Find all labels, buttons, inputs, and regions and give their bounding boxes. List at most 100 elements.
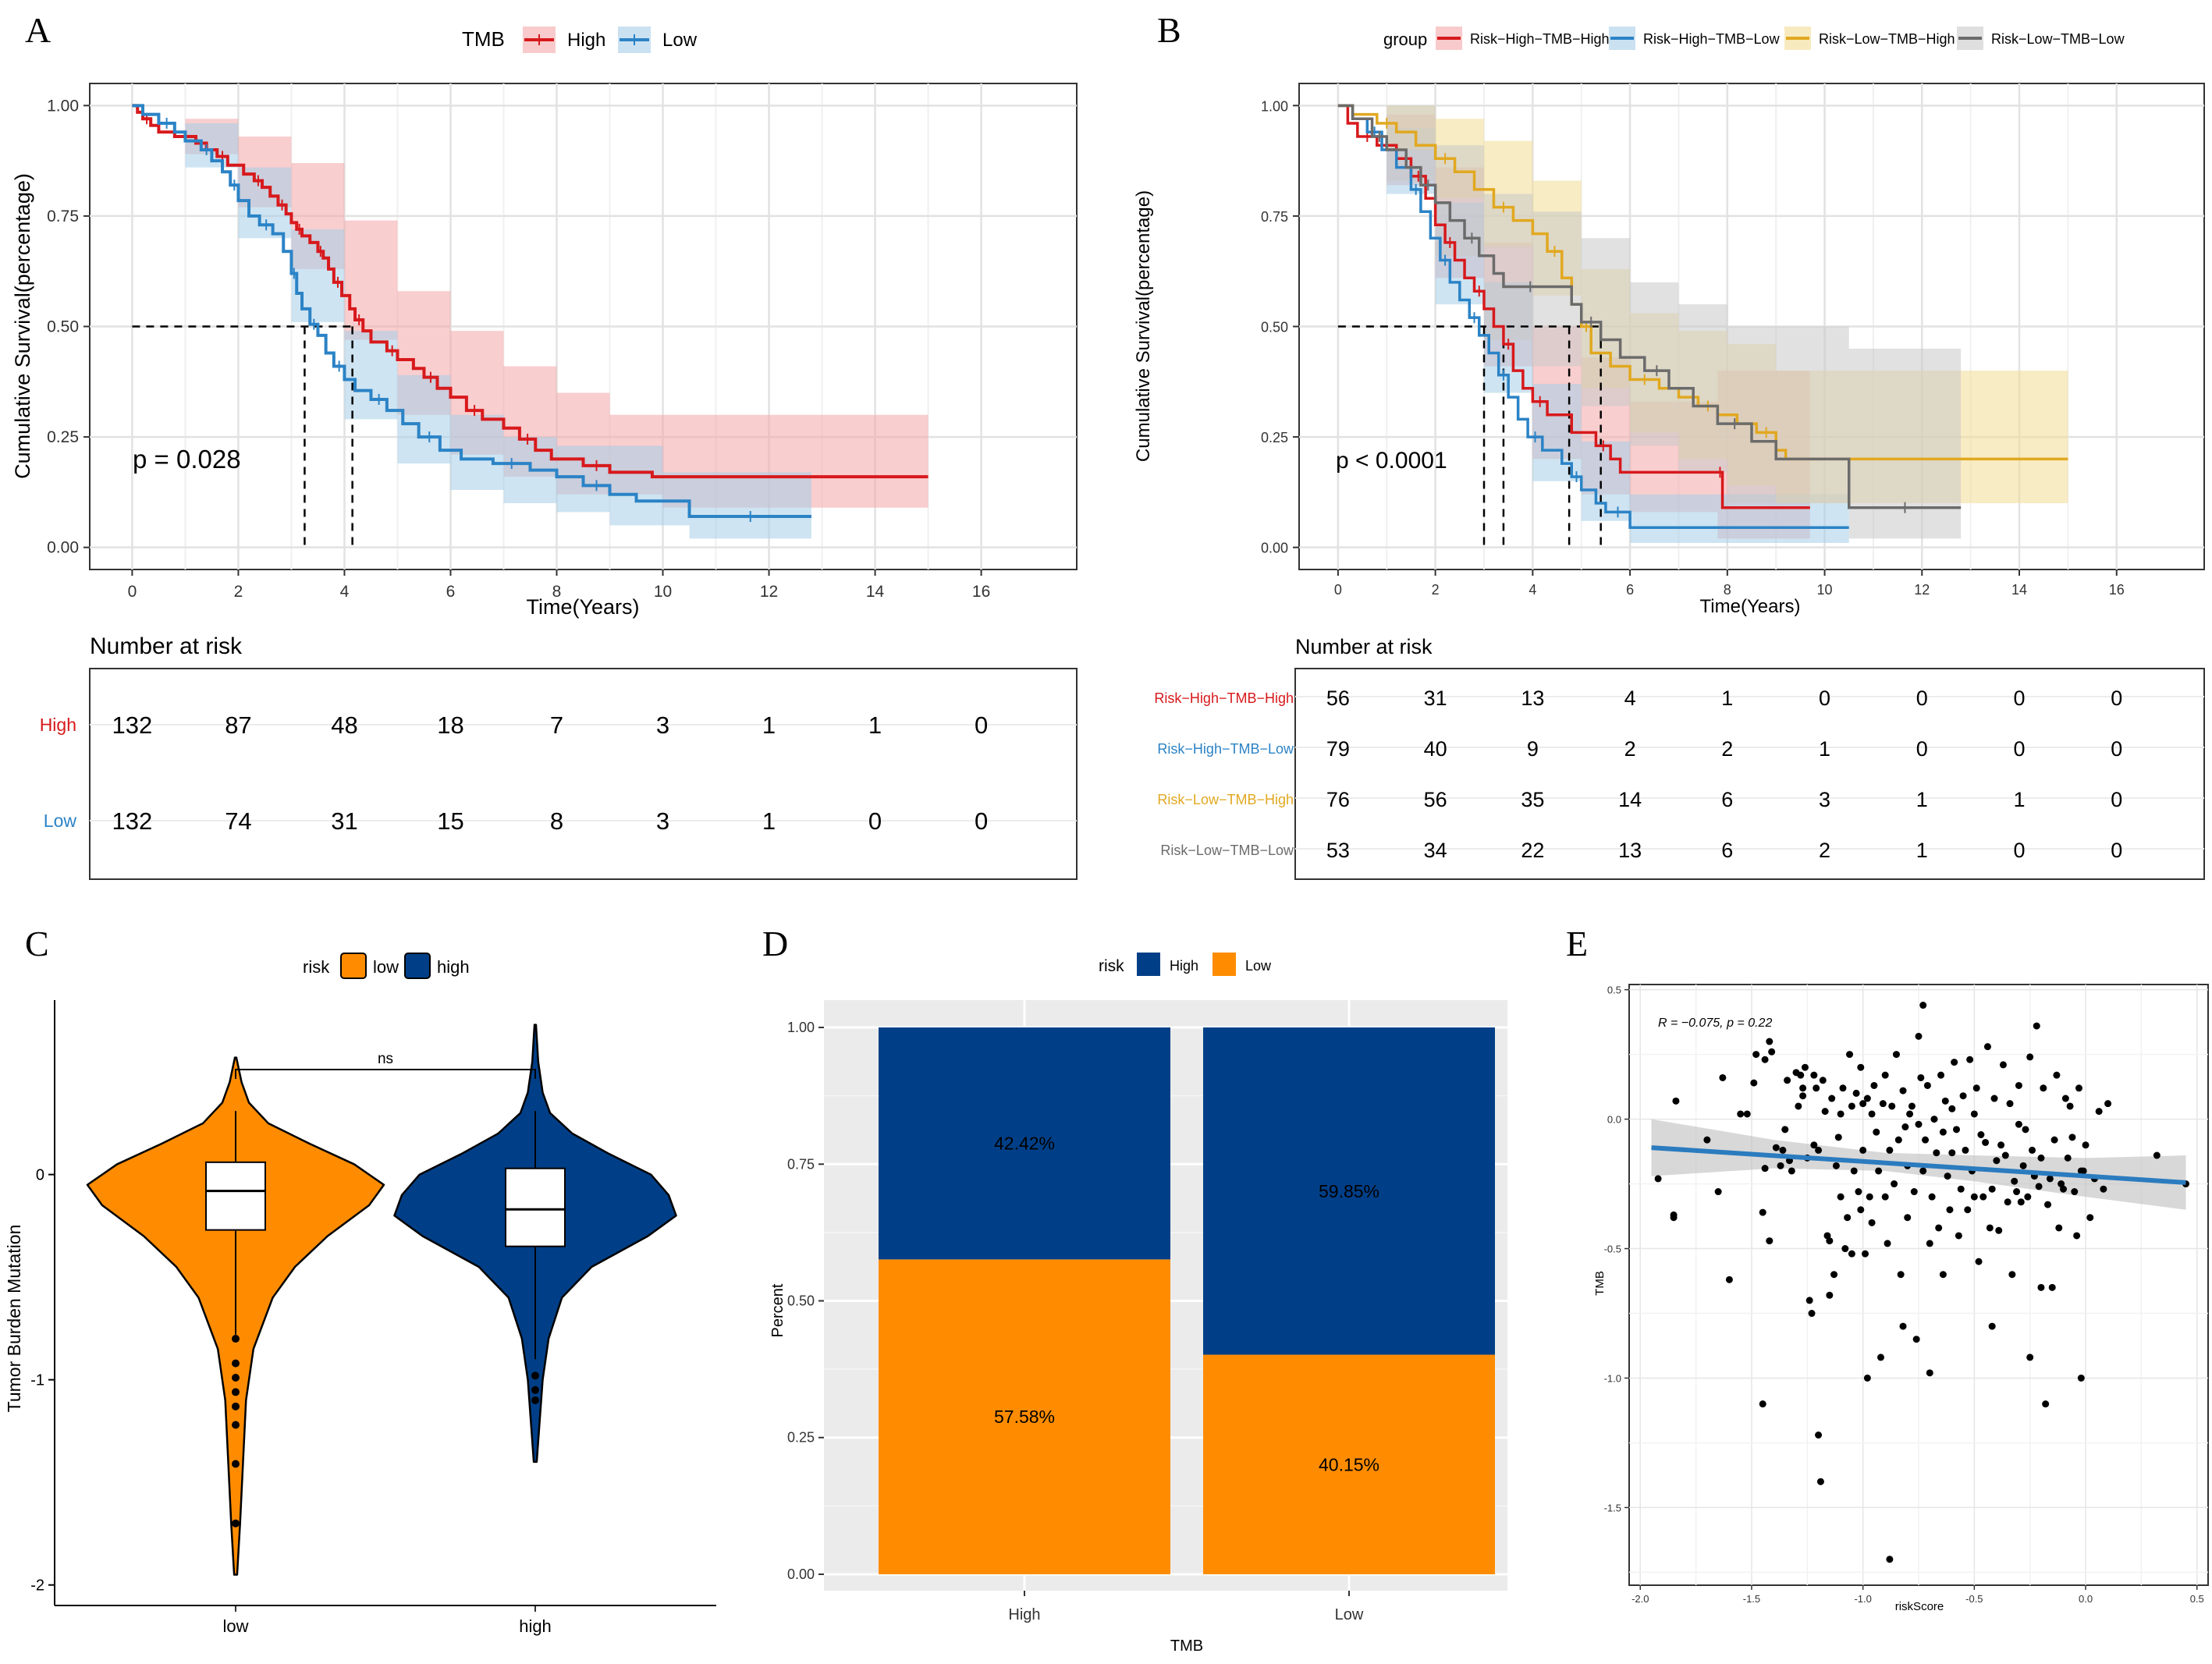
scatter-point	[1855, 1188, 1862, 1196]
bar-label: 59.85%	[1319, 1181, 1379, 1201]
scatter-point	[1891, 1180, 1898, 1188]
scatter-point	[1939, 1271, 1947, 1279]
bar-low-low	[1203, 1354, 1495, 1574]
legend-label-risk-high-tmb-low: Risk−High−TMB−Low	[1643, 31, 1781, 47]
bar-high-low	[879, 1259, 1170, 1574]
panel-c-legend: risk low high	[303, 953, 470, 979]
scatter-point	[1899, 1322, 1907, 1330]
risk-value: 14	[1618, 788, 1642, 811]
scatter-point	[1951, 1059, 1958, 1066]
legend-title: risk	[1099, 957, 1124, 975]
risk-row-label: Risk−High−TMB−High	[1154, 690, 1294, 706]
scatter-point	[1906, 1110, 1914, 1118]
panel-b-confidence-bands	[1337, 105, 2068, 544]
scatter-point	[1979, 1193, 1987, 1201]
scatter-point	[1870, 1081, 1878, 1089]
risk-value: 0	[2013, 839, 2025, 862]
scatter-point	[2019, 1162, 2027, 1169]
bar-label: 42.42%	[994, 1134, 1055, 1154]
scatter-point	[1941, 1097, 1949, 1105]
scatter-point	[1772, 1144, 1780, 1151]
scatter-point	[2068, 1134, 2076, 1141]
scatter-point	[2104, 1100, 2112, 1108]
scatter-point	[2153, 1151, 2161, 1159]
scatter-point	[1815, 1146, 1823, 1154]
y-tick-label: 0	[36, 1167, 44, 1184]
panel-a-risk-table-frame	[89, 668, 1078, 880]
scatter-point	[2026, 1354, 2034, 1361]
scatter-point	[1839, 1084, 1847, 1092]
scatter-point	[2042, 1400, 2050, 1408]
scatter-point	[1875, 1167, 1883, 1175]
scatter-point	[1946, 1206, 1954, 1214]
scatter-point	[1832, 1162, 1840, 1169]
panel-d-legend: risk High Low	[1099, 953, 1272, 976]
x-tick-label: -1.5	[1743, 1593, 1760, 1605]
panel-e-axes: -2.0 -1.5 -1.0 -0.5 0.0 0.5 -1.5 -1.0 -0.5 0.0 0.5	[1604, 985, 2204, 1605]
scatter-point	[1743, 1110, 1751, 1118]
outlier-point	[232, 1374, 240, 1382]
scatter-point	[1986, 1224, 1994, 1232]
x-tick-label: 16	[2109, 582, 2125, 598]
scatter-point	[1923, 1081, 1931, 1089]
y-tick-label: 0.75	[1261, 209, 1288, 225]
scatter-point	[1977, 1131, 1985, 1138]
scatter-point	[2029, 1146, 2036, 1154]
scatter-point	[1714, 1188, 1722, 1196]
scatter-point	[1873, 1128, 1880, 1136]
scatter-point	[1970, 1110, 1978, 1118]
y-tick-label: 0.00	[1261, 541, 1288, 556]
scatter-point	[1719, 1073, 1727, 1081]
scatter-point	[1930, 1116, 1938, 1123]
scatter-point	[1737, 1110, 1745, 1118]
risk-value: 0	[2013, 737, 2025, 761]
risk-value: 3	[656, 807, 669, 835]
risk-value: 22	[1521, 839, 1544, 862]
risk-value: 1	[1916, 839, 1928, 862]
scatter-point	[1848, 1102, 1855, 1110]
scatter-point	[2037, 1283, 2045, 1291]
scatter-point	[2050, 1136, 2058, 1144]
scatter-point	[1830, 1271, 1838, 1279]
risk-value: 0	[1916, 737, 1928, 761]
survival-curve-risk-high-tmb-low	[1337, 104, 1849, 529]
x-tick-label: 0.0	[2079, 1593, 2093, 1605]
scatter-point	[1901, 1123, 1909, 1131]
scatter-point	[1959, 1092, 1967, 1100]
scatter-point	[2024, 1193, 2032, 1201]
x-tick-label: 6	[1626, 582, 1634, 598]
panel-e: E -2.0 -1.5 -1.0 -0.5 0.0 0.5 -1.5 -1.0 -0.5 0.0 0…	[1566, 924, 2209, 1613]
legend-label-high: High	[1170, 958, 1198, 974]
scatter-point	[2077, 1374, 2085, 1382]
scatter-point	[2082, 1141, 2090, 1149]
outlier-point	[232, 1402, 240, 1410]
scatter-point	[1915, 1120, 1923, 1128]
risk-value: 1	[868, 711, 882, 739]
bar-high-high	[879, 1027, 1170, 1260]
scatter-point	[1886, 1556, 1894, 1563]
y-tick-label: -2	[30, 1577, 44, 1595]
risk-value: 79	[1326, 737, 1350, 761]
scatter-point	[2013, 1188, 2021, 1196]
scatter-point	[1857, 1206, 1865, 1214]
scatter-point	[1988, 1185, 1996, 1193]
scatter-point	[1993, 1157, 2001, 1165]
panel-d-y-axis-label: Percent	[769, 1283, 786, 1337]
risk-value: 6	[1721, 839, 1733, 862]
scatter-point	[1768, 1048, 1776, 1056]
y-tick-label: 0.50	[1261, 320, 1288, 335]
legend-label-risk-high-tmb-high: Risk−High−TMB−High	[1470, 31, 1610, 47]
scatter-point	[1813, 1084, 1820, 1092]
y-tick-label: 1.00	[47, 97, 79, 115]
scatter-point	[1888, 1102, 1896, 1110]
risk-value: 87	[225, 711, 251, 739]
significance-bracket	[235, 1069, 536, 1079]
scatter-point	[1899, 1087, 1907, 1095]
scatter-point	[1937, 1071, 1945, 1079]
outlier-point	[531, 1396, 539, 1404]
scatter-point	[1810, 1141, 1818, 1149]
panel-c-plot: ns	[86, 1024, 677, 1576]
scatter-point	[2044, 1201, 2052, 1208]
y-tick-label: 0.00	[787, 1566, 815, 1582]
